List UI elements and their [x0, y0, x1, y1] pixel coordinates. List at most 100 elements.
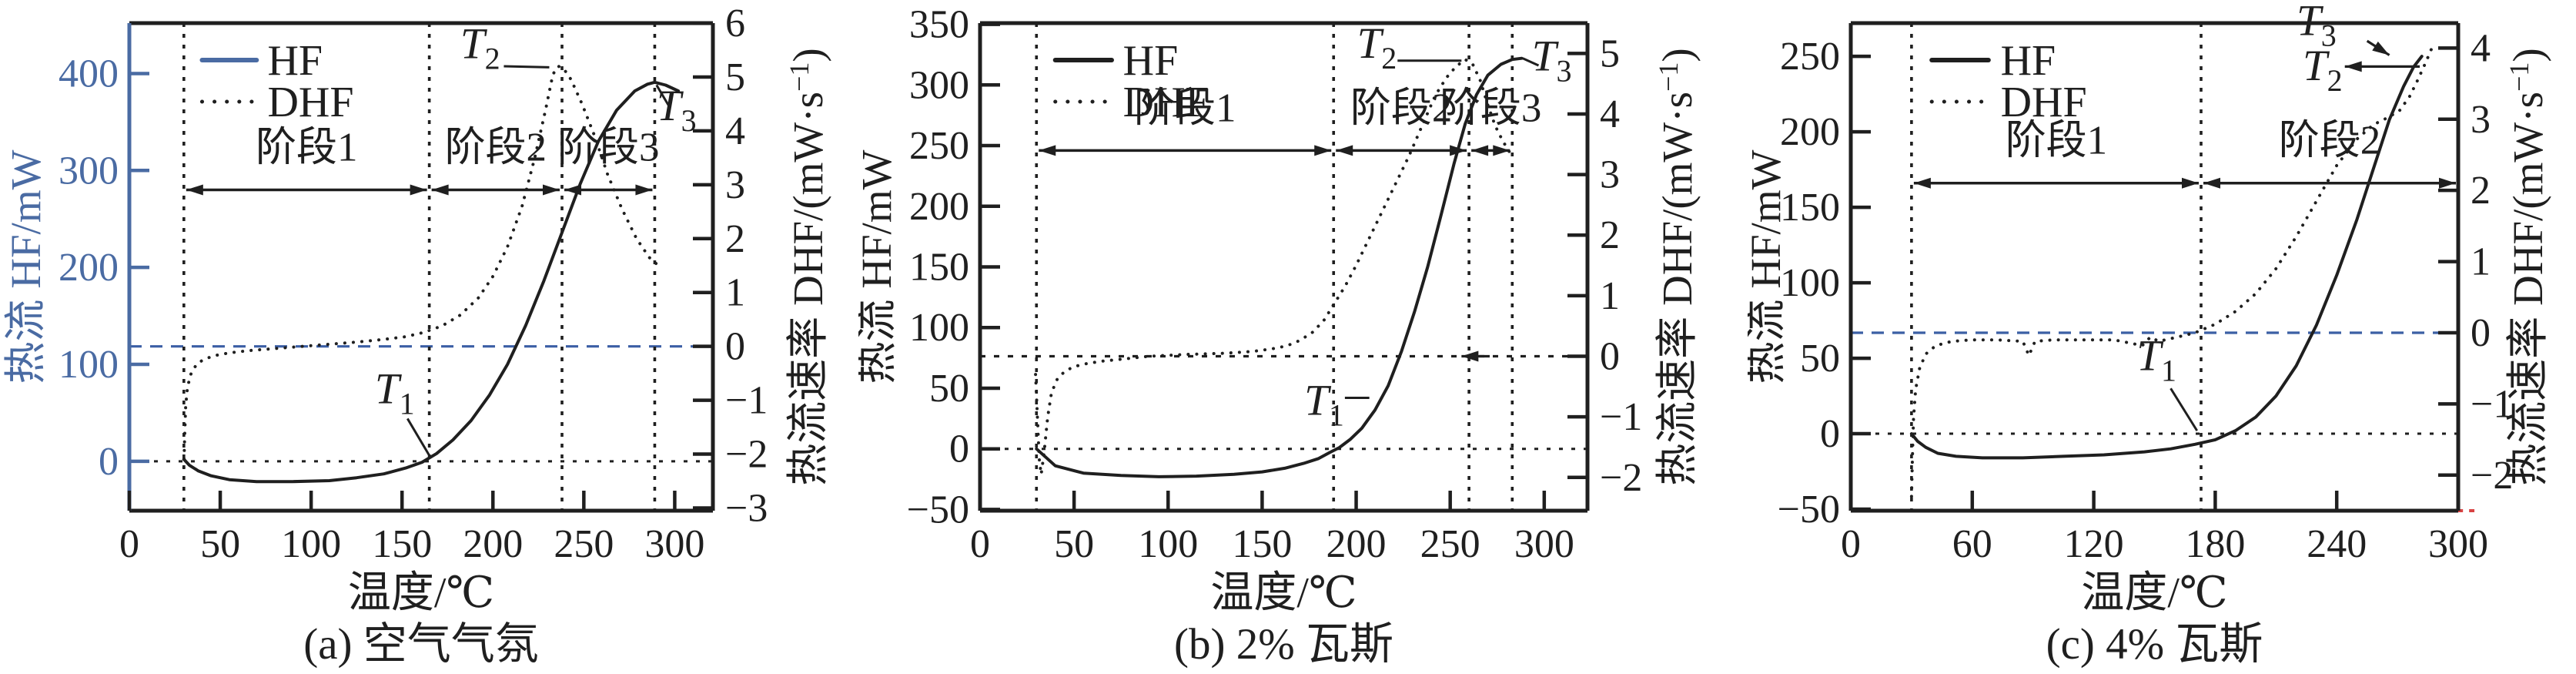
t-label: T1 [2136, 332, 2176, 388]
axes: 0 50 100 150 200 250 300 0 100 200 300 400 −3 −2 −1 0 1 2… [59, 2, 768, 566]
x-tick-label: 240 [2307, 522, 2367, 566]
x-tick-label: 50 [200, 522, 240, 566]
right-axis-title: 热流速率 DHF/(mW·s−1) [784, 48, 831, 485]
arrowhead-icon [1039, 145, 1056, 156]
right-tick-label: −3 [725, 487, 768, 531]
arrowhead-icon [186, 184, 203, 196]
left-axis-title: 热流 HF/mW [858, 149, 900, 384]
left-tick-label: 0 [99, 440, 119, 484]
x-tick-label: 150 [372, 522, 432, 566]
arrowhead-icon [2439, 177, 2456, 189]
legend-hf-label: HF [1123, 37, 1179, 85]
t-pointer-line [655, 84, 671, 108]
left-tick-label: 50 [929, 367, 969, 411]
right-tick-label: 2 [725, 217, 745, 261]
left-tick-label: 100 [59, 343, 119, 387]
axes: 0 60 120 180 240 300−50050100150200250−2−1012… [1778, 21, 2513, 566]
t-pointer-line [2170, 387, 2199, 431]
right-tick-label: 2 [2471, 169, 2491, 213]
arrowhead-icon [1461, 350, 1479, 362]
arrowhead-icon [431, 184, 449, 196]
left-tick-label: 0 [949, 428, 969, 471]
left-tick-label: 200 [909, 185, 969, 229]
stage-label: 阶段2 [2279, 119, 2381, 163]
right-tick-label: 1 [1600, 274, 1620, 318]
annotation-arrow [2344, 61, 2420, 72]
arrowhead-icon [1450, 145, 1467, 156]
right-tick-label: 5 [725, 55, 745, 99]
x-tick-label: 0 [1841, 522, 1861, 566]
panel-caption: (c) 4% 瓦斯 [2046, 620, 2263, 669]
reference-lines [980, 23, 1587, 511]
t-label: T1 [1304, 377, 1344, 433]
arrowhead-icon [1493, 145, 1510, 156]
left-tick-label: 300 [59, 149, 119, 193]
chart-panel-b: 阶段1 阶段2 阶段3 T1 T2 T3 0 50 100 150 200 250 300 −50 0 50 1… [853, 0, 1748, 670]
x-tick-label: 250 [554, 522, 614, 566]
legend-dhf-label: DHF [1123, 79, 1209, 126]
right-tick-label: 1 [725, 271, 745, 315]
left-tick-label: 400 [59, 52, 119, 96]
legend-dhf-label: DHF [267, 79, 353, 126]
annotation-arrow [2366, 39, 2390, 56]
panel-caption: (a) 空气气氛 [303, 620, 539, 669]
right-axis-title: 热流速率 DHF/(mW·s−1) [2504, 48, 2551, 485]
left-tick-label: 200 [59, 246, 119, 290]
t-pointer-line [503, 65, 550, 69]
right-tick-label: 6 [725, 2, 745, 45]
left-tick-label: −50 [907, 488, 969, 531]
t-label: T3 [1532, 32, 1572, 88]
x-tick-label: 60 [1952, 522, 1992, 566]
left-tick-label: 350 [909, 3, 969, 47]
panel-caption: (b) 2% 瓦斯 [1174, 620, 1393, 669]
annotation-arrow [1461, 350, 1490, 362]
arrowhead-icon [1471, 145, 1489, 156]
stage-label: 阶段1 [1134, 86, 1236, 130]
right-tick-label: 5 [1600, 32, 1620, 75]
left-axis-title: 热流 HF/mW [1748, 149, 1789, 384]
arrowhead-icon [2344, 61, 2362, 72]
right-axis-title: 热流速率 DHF/(mW·s−1) [1653, 48, 1701, 485]
right-tick-label: 0 [725, 325, 745, 369]
x-axis-title: 温度/℃ [2081, 569, 2227, 617]
legend-hf-label: HF [267, 37, 323, 85]
t-label: T2 [460, 19, 500, 75]
right-tick-label: −2 [2471, 454, 2513, 498]
dhf-curve [1909, 46, 2434, 498]
right-tick-label: 0 [2471, 311, 2491, 355]
right-tick-label: −1 [2471, 382, 2513, 426]
stage-label: 阶段2 [1350, 86, 1453, 130]
x-axis-title: 温度/℃ [348, 569, 494, 617]
left-tick-label: 100 [909, 306, 969, 350]
x-tick-label: 120 [2064, 522, 2124, 566]
left-tick-label: 0 [1820, 412, 1840, 456]
left-tick-label: 200 [1780, 110, 1840, 154]
arrowhead-icon [2203, 177, 2220, 189]
axes: 0 50 100 150 200 250 300−500501001502002503003… [907, 3, 1643, 566]
t-label: T1 [375, 364, 415, 421]
x-tick-label: 150 [1232, 522, 1292, 566]
left-tick-label: 250 [1780, 35, 1840, 79]
legend-dhf-label: DHF [2001, 79, 2087, 126]
right-tick-label: −1 [1600, 395, 1642, 439]
chart-panel-c: 阶段1 阶段2 T1 T2 T3 0 60 120 180 240 300 −50 0 50 100 150 2… [1742, 0, 2576, 670]
left-tick-label: 300 [909, 63, 969, 107]
x-axis-title: 温度/℃ [1210, 569, 1357, 617]
stage-label: 阶段3 [1440, 86, 1542, 130]
arrowhead-icon [410, 184, 427, 196]
t-pointer-line [406, 417, 430, 457]
right-tick-label: 3 [2471, 98, 2491, 142]
arrowhead-icon [543, 184, 560, 196]
x-tick-label: 50 [1054, 522, 1094, 566]
hf-curve [1909, 55, 2424, 460]
right-tick-label: 3 [725, 163, 745, 207]
arrowhead-icon [564, 184, 582, 196]
chart-panel-a: 阶段1 阶段2 阶段3 T1 T2 T3 0 50 100 150 200 250 300 0 100 200… [0, 0, 858, 670]
dhf-curve [1034, 58, 1512, 476]
